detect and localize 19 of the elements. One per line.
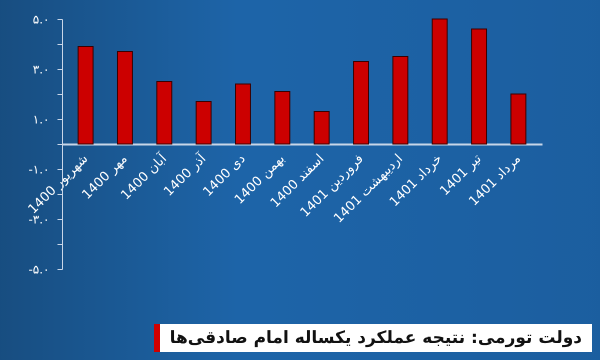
bar	[392, 56, 408, 144]
bar	[116, 51, 133, 144]
y-tick-label: -۵.۰	[28, 262, 50, 276]
bar	[156, 81, 172, 144]
y-tick-label: -۳.۰	[28, 212, 50, 226]
bar	[78, 46, 94, 144]
bar	[510, 94, 526, 144]
bar	[432, 18, 448, 144]
y-tick-label: ۳.۰	[32, 62, 50, 76]
y-tick-label: ۱.۰	[32, 112, 50, 126]
bar	[196, 101, 212, 144]
bar	[235, 84, 251, 144]
text: دولت تورمی: نتیجه عملکرد یکساله امام صادقی‌ها	[154, 324, 592, 352]
bar	[353, 61, 369, 144]
y-tick-label: ۵.۰	[32, 12, 50, 26]
bar	[471, 28, 488, 144]
bar	[314, 111, 330, 144]
y-tick-label: -۱.۰	[28, 162, 50, 176]
bar	[274, 91, 290, 144]
